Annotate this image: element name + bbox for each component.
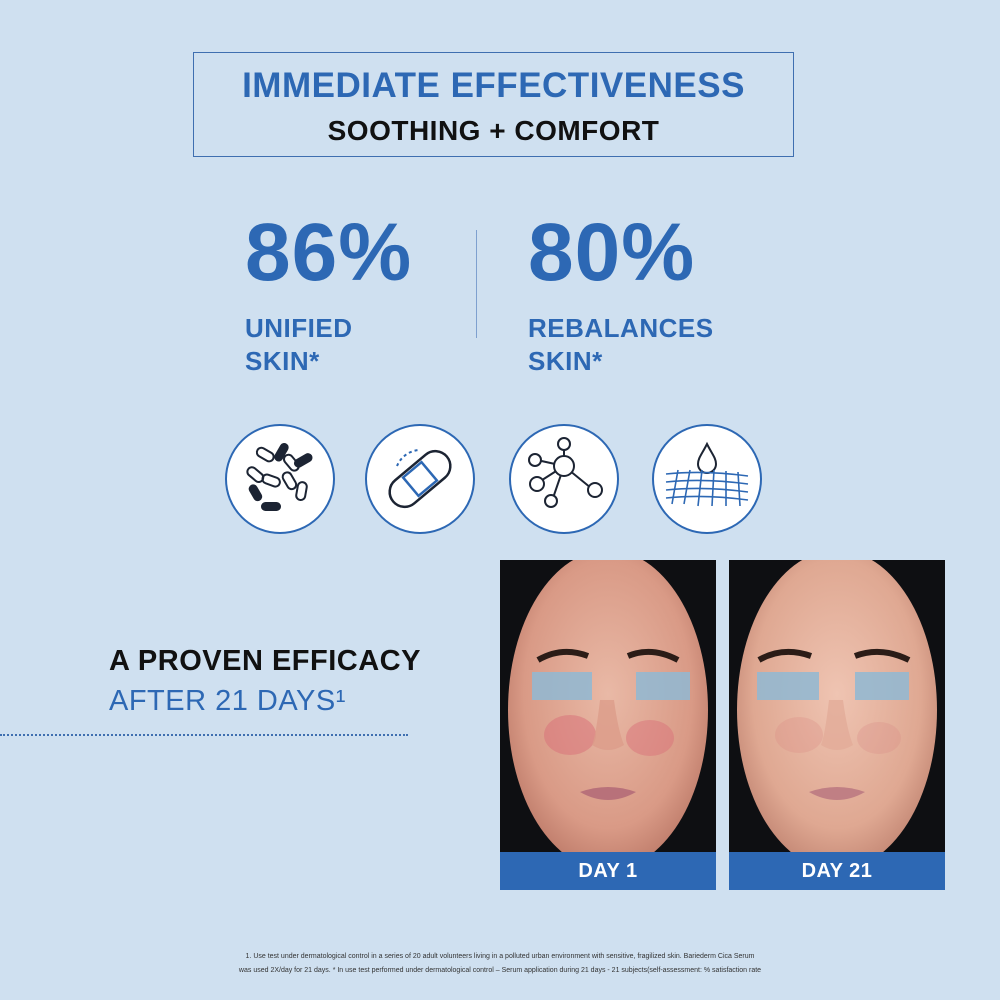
- footnote-line-2: was used 2X/day for 21 days. * In use te…: [238, 967, 762, 974]
- stat-value: 80%: [528, 207, 696, 298]
- dotted-divider: [0, 734, 408, 736]
- face-image: [508, 560, 708, 852]
- molecule-icon: [509, 424, 619, 534]
- stat-label-line1: UNIFIED: [245, 313, 353, 343]
- stat-unified-skin: 86% UNIFIED SKIN*: [245, 212, 412, 378]
- skin-barrier-drop-icon: [652, 424, 762, 534]
- stat-label: REBALANCES SKIN*: [528, 312, 714, 378]
- stat-label-line1: REBALANCES: [528, 313, 714, 343]
- photo-label-day-21: DAY 21: [729, 852, 945, 890]
- stat-value: 86%: [245, 207, 413, 298]
- photo-day-21: DAY 21: [729, 560, 945, 890]
- stats-divider: [476, 230, 477, 338]
- stat-rebalances-skin: 80% REBALANCES SKIN*: [528, 212, 714, 378]
- stat-label-line2: SKIN*: [245, 346, 320, 376]
- stat-label-line2: SKIN*: [528, 346, 603, 376]
- stat-label: UNIFIED SKIN*: [245, 312, 412, 378]
- face-image: [737, 560, 937, 852]
- page-title: IMMEDIATE EFFECTIVENESS: [242, 66, 745, 105]
- microbiome-icon: [225, 424, 335, 534]
- efficacy-subheading: AFTER 21 DAYS¹: [109, 685, 346, 717]
- title-box: IMMEDIATE EFFECTIVENESS SOOTHING + COMFO…: [193, 52, 794, 157]
- bandage-icon: [365, 424, 475, 534]
- page-subtitle: SOOTHING + COMFORT: [327, 115, 660, 146]
- footnote-line-1: 1. Use test under dermatological control…: [245, 953, 755, 960]
- photo-label-day-1: DAY 1: [500, 852, 716, 890]
- photo-day-1: DAY 1: [500, 560, 716, 890]
- efficacy-heading: A PROVEN EFFICACY: [109, 645, 421, 677]
